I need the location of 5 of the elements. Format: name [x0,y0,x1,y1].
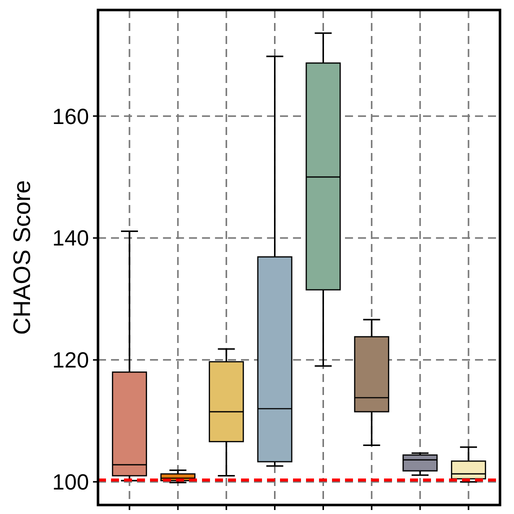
y-axis-title: CHAOS Score [9,180,36,335]
y-tick-label: 120 [52,348,89,373]
y-tick-label: 100 [52,470,89,495]
y-tick-label: 160 [52,104,89,129]
y-tick-label: 140 [52,226,89,251]
